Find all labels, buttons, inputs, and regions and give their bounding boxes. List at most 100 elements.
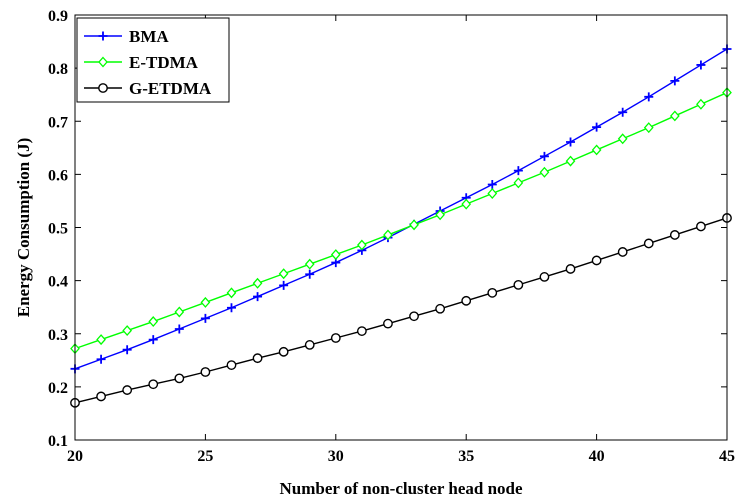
data-point-e-tdma: [226, 287, 237, 299]
data-point-e-tdma: [122, 325, 133, 337]
x-tick-label: 40: [589, 448, 605, 465]
data-point-g-etdma: [409, 311, 419, 322]
legend-marker: [98, 83, 108, 93]
data-point-g-etdma: [435, 303, 446, 314]
legend-marker: [98, 31, 108, 41]
data-point-e-tdma: [669, 110, 680, 122]
data-point-e-tdma: [565, 155, 576, 167]
data-point-g-etdma: [669, 230, 680, 240]
x-tick-label: 45: [719, 448, 735, 465]
data-point-g-etdma: [174, 373, 185, 384]
data-point-bma: [253, 292, 263, 302]
legend-entry-g-etdma: G-ETDMA: [84, 79, 212, 98]
data-point-g-etdma: [330, 333, 341, 343]
series-line-bma: [74, 48, 728, 370]
data-point-e-tdma: [357, 239, 367, 251]
data-point-e-tdma: [304, 258, 315, 270]
data-point-g-etdma: [226, 360, 237, 370]
data-point-e-tdma: [409, 219, 419, 231]
legend-entry-e-tdma: E-TDMA: [84, 53, 199, 72]
data-point-e-tdma: [330, 249, 341, 261]
data-point-e-tdma: [617, 133, 628, 145]
data-point-g-etdma: [461, 295, 472, 306]
data-point-bma: [539, 151, 549, 161]
data-point-bma: [696, 60, 706, 70]
data-point-e-tdma: [435, 209, 445, 221]
data-point-e-tdma: [539, 166, 550, 178]
data-point-g-etdma: [643, 238, 654, 249]
data-point-bma: [279, 280, 289, 290]
y-tick-label: 0.8: [48, 61, 68, 78]
data-point-bma: [174, 324, 184, 334]
series-g-etdma: [70, 213, 732, 408]
data-point-bma: [96, 354, 106, 364]
data-point-e-tdma: [252, 277, 263, 289]
data-point-e-tdma: [96, 334, 106, 346]
legend: BMA E-TDMA G-ETDMA: [76, 17, 230, 103]
data-point-g-etdma: [148, 379, 159, 390]
data-point-g-etdma: [122, 385, 133, 395]
data-point-bma: [592, 122, 602, 132]
series-line-e-tdma: [74, 91, 728, 350]
x-axis-title: Number of non-cluster head node: [279, 479, 523, 498]
legend-label: BMA: [129, 27, 169, 46]
series-line-g-etdma: [74, 217, 728, 404]
data-point-g-etdma: [617, 247, 628, 257]
y-tick-label: 0.4: [48, 274, 68, 291]
y-tick-label: 0.7: [48, 114, 68, 131]
data-point-e-tdma: [383, 229, 393, 241]
data-point-bma: [566, 137, 576, 147]
y-axis-title: Energy Consumption (J): [14, 138, 33, 317]
x-tick-label: 25: [197, 448, 213, 465]
data-point-e-tdma: [591, 144, 602, 156]
data-point-g-etdma: [539, 272, 550, 282]
series-bma: [70, 44, 732, 374]
y-tick-label: 0.2: [48, 380, 68, 397]
data-point-bma: [644, 92, 654, 102]
data-point-bma: [618, 107, 628, 117]
legend-entry-bma: BMA: [84, 27, 169, 46]
data-point-g-etdma: [356, 326, 367, 336]
data-point-bma: [226, 303, 236, 313]
data-point-e-tdma: [643, 122, 654, 134]
data-point-bma: [305, 269, 315, 279]
data-point-e-tdma: [513, 177, 524, 189]
x-tick-label: 30: [328, 448, 344, 465]
data-point-g-etdma: [96, 391, 106, 402]
data-point-bma: [200, 313, 210, 323]
data-point-e-tdma: [461, 198, 472, 210]
data-point-g-etdma: [200, 367, 211, 377]
data-point-g-etdma: [252, 353, 263, 364]
x-tick-label: 35: [458, 448, 474, 465]
data-point-bma: [148, 335, 158, 345]
data-point-bma: [513, 166, 523, 176]
data-point-g-etdma: [304, 340, 315, 350]
legend-marker: [98, 56, 108, 68]
y-tick-label: 0.5: [48, 221, 68, 238]
data-point-g-etdma: [278, 346, 289, 357]
y-tick-label: 0.3: [48, 327, 68, 344]
data-point-g-etdma: [383, 318, 393, 329]
data-point-bma: [670, 76, 680, 86]
legend-label: G-ETDMA: [129, 79, 212, 98]
data-point-e-tdma: [278, 268, 289, 280]
data-point-e-tdma: [696, 98, 706, 110]
data-point-g-etdma: [487, 287, 498, 298]
legend-label: E-TDMA: [129, 53, 199, 72]
plot-area: [70, 44, 732, 408]
axes: 20 25 30 35 40 45 0.1 0.2 0.3 0.4 0.5 0.6 0.7 0.8 0.9: [48, 8, 735, 465]
data-point-g-etdma: [565, 264, 576, 274]
y-tick-label: 0.9: [48, 8, 68, 25]
x-tick-label: 20: [67, 448, 83, 465]
y-tick-label: 0.1: [48, 433, 68, 450]
data-point-g-etdma: [513, 279, 524, 290]
series-e-tdma: [70, 87, 732, 355]
data-point-e-tdma: [148, 316, 159, 328]
data-point-e-tdma: [200, 296, 211, 308]
data-point-g-etdma: [696, 221, 706, 232]
data-point-e-tdma: [174, 306, 185, 318]
data-point-e-tdma: [487, 188, 498, 199]
y-tick-label: 0.6: [48, 167, 68, 184]
data-point-bma: [487, 179, 497, 189]
